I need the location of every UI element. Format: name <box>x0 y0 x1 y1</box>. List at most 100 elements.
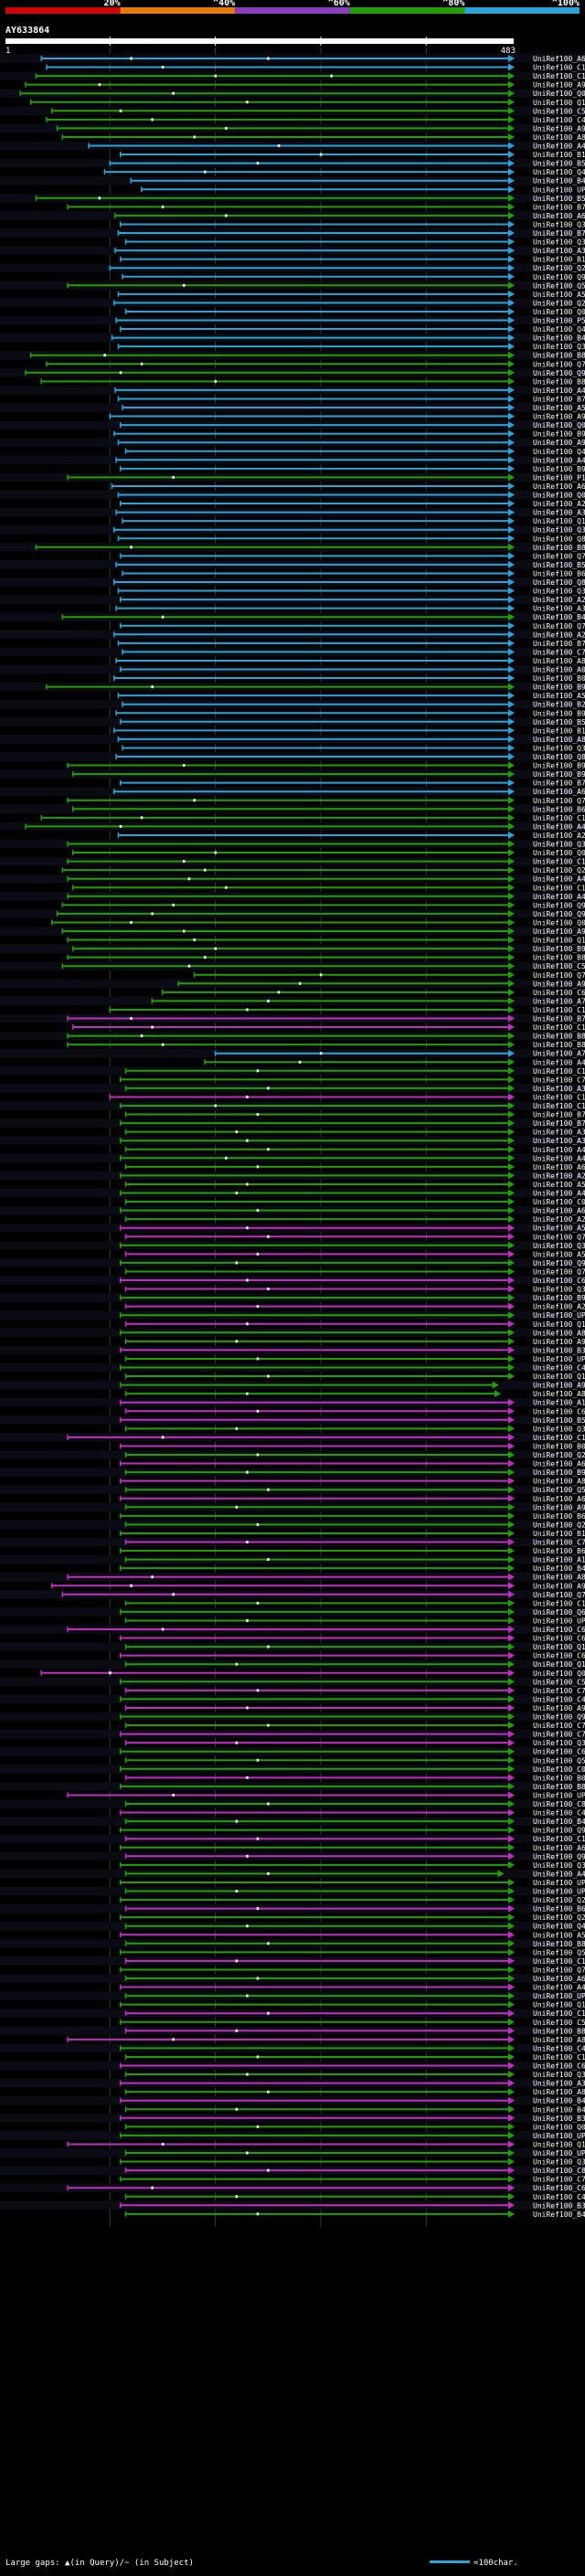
hit-label[interactable]: UniRef100_A9SJK8 <box>533 124 585 133</box>
hit-row[interactable]: UniRef100_P54224 <box>0 315 585 325</box>
hit-label[interactable]: UniRef100_Q7A6R5 <box>533 1233 585 1241</box>
hit-label[interactable]: UniRef100_B3EAR0 <box>533 1346 585 1354</box>
hit-row[interactable]: UniRef100_Q2NVP8 <box>0 1520 585 1530</box>
hit-label[interactable]: UniRef100_Q4C5U6 <box>533 325 585 334</box>
hit-label[interactable]: UniRef100_B9YTU2 <box>533 430 585 439</box>
hit-row[interactable]: UniRef100_A9K6C4 <box>124 1337 585 1346</box>
hit-row[interactable]: UniRef100_C1A769 <box>0 1956 585 1966</box>
hit-label[interactable]: UniRef100_B4M554 <box>533 1564 585 1573</box>
hit-label[interactable]: UniRef100_Q3FUE6 <box>533 1739 585 1747</box>
hit-row[interactable]: UniRef100_A4CHM1 <box>124 1145 585 1154</box>
hit-label[interactable]: UniRef100_A2U0Y5 <box>533 1171 585 1180</box>
hit-row[interactable]: UniRef100_Q66667 <box>0 1607 585 1617</box>
hit-label[interactable]: UniRef100_A6JC21 <box>533 55 585 63</box>
hit-label[interactable]: UniRef100_A9SST2 <box>533 81 585 90</box>
hit-label[interactable]: UniRef100_Q4UGF6 <box>533 1923 585 1931</box>
hit-row[interactable]: UniRef100_B4JVN3 <box>124 2105 585 2114</box>
hit-row[interactable]: UniRef100_B8HAH7 <box>67 1041 585 1049</box>
hit-label[interactable]: UniRef100_A5GDW7 <box>533 1224 585 1233</box>
hit-label[interactable]: UniRef100_C4TNN7 <box>533 1695 585 1703</box>
hit-label[interactable]: UniRef100_C4WKH7 <box>533 2044 585 2052</box>
hit-label[interactable]: UniRef100_C5GPY7 <box>533 1678 585 1686</box>
hit-row[interactable]: UniRef100_A9FZW7 <box>124 1703 585 1712</box>
hit-row[interactable]: UniRef100_C4Z1E8 <box>46 115 585 124</box>
hit-label[interactable]: UniRef100_C1FVJ0 <box>533 1093 585 1101</box>
hit-row[interactable]: UniRef100_Q7VBL3 <box>119 552 585 560</box>
hit-row[interactable]: UniRef100_UPI000... <box>0 2148 585 2157</box>
hit-row[interactable]: UniRef100_B7W6D6 <box>124 1110 585 1119</box>
hit-row[interactable]: UniRef100_C1DUJ2 <box>124 1599 585 1607</box>
hit-label[interactable]: UniRef100_A8G3U9 <box>533 736 585 744</box>
hit-label[interactable]: UniRef100_Q0OTS1 <box>533 849 585 857</box>
hit-row[interactable]: UniRef100_A9GSS3 <box>109 412 585 421</box>
hit-row[interactable]: UniRef100_Q7V884 <box>119 621 585 631</box>
hit-row[interactable]: UniRef100_Q3MHR9 <box>124 2071 585 2079</box>
hit-label[interactable]: UniRef100_P54224 <box>533 317 585 325</box>
hit-row[interactable]: UniRef100_A4SB75 <box>204 1058 585 1066</box>
hit-label[interactable]: UniRef100_C7Q1S4 <box>533 2176 585 2184</box>
hit-label[interactable]: UniRef100_B9MTT4 <box>533 1294 585 1302</box>
hit-row[interactable]: UniRef100_A3PBV7 <box>115 604 585 613</box>
hit-row[interactable]: UniRef100_UPI000... <box>0 1991 585 2000</box>
hit-row[interactable]: UniRef100_C1FE53 <box>46 63 585 72</box>
hit-label[interactable]: UniRef100_C7QVG7 <box>533 648 585 656</box>
hit-label[interactable]: UniRef100_C7N4Y2 <box>533 1076 585 1084</box>
hit-label[interactable]: UniRef100_Q95PX2 <box>533 1259 585 1267</box>
hit-row[interactable]: UniRef100_Q7VZ40 <box>67 796 585 805</box>
hit-label[interactable]: UniRef100_C1VGT2 <box>533 2009 585 2018</box>
hit-label[interactable]: UniRef100_Q2J886 <box>533 299 585 307</box>
hit-label[interactable]: UniRef100_A9U435 <box>533 1382 585 1390</box>
hit-label[interactable]: UniRef100_UPI000... <box>533 2149 585 2157</box>
hit-row[interactable]: UniRef100_B5WAC8 <box>0 717 585 726</box>
hit-row[interactable]: UniRef100_A5P2W8 <box>124 1180 585 1189</box>
hit-label[interactable]: UniRef100_C7PK26 <box>533 1539 585 1547</box>
hit-row[interactable]: UniRef100_A4CXF0 <box>0 386 585 395</box>
hit-row[interactable]: UniRef100_C6BRS5 <box>119 1651 585 1660</box>
hit-row[interactable]: UniRef100_B5IL27 <box>0 560 585 569</box>
hit-row[interactable]: UniRef100_Q4UGF6 <box>0 1921 585 1931</box>
hit-row[interactable]: UniRef100_A6CDP2 <box>119 1843 585 1852</box>
hit-label[interactable]: UniRef100_UPI000... <box>533 186 585 194</box>
hit-row[interactable]: UniRef100_A8UN79 <box>124 1390 585 1398</box>
hit-row[interactable]: UniRef100_A3Z561 <box>0 507 585 517</box>
hit-row[interactable]: UniRef100_B6C229 <box>119 1511 585 1521</box>
hit-label[interactable]: UniRef100_Q1V9P5 <box>533 1320 585 1329</box>
hit-row[interactable]: UniRef100_C1FES2 <box>40 813 585 822</box>
hit-label[interactable]: UniRef100_C6QLY1 <box>533 2184 585 2192</box>
hit-row[interactable]: UniRef100_Q2RY55 <box>119 1913 585 1922</box>
hit-row[interactable]: UniRef100_UPI000... <box>67 1791 585 1799</box>
hit-label[interactable]: UniRef100_Q3JSP2 <box>533 1242 585 1250</box>
hit-row[interactable]: UniRef100_A4RYH0 <box>0 892 585 901</box>
hit-row[interactable]: UniRef100_Q114U6 <box>122 517 585 525</box>
hit-label[interactable]: UniRef100_C6BRS5 <box>533 1652 585 1660</box>
hit-row[interactable]: UniRef100_C0YUZ9 <box>124 1198 585 1206</box>
hit-label[interactable]: UniRef100_A3Z561 <box>533 509 585 517</box>
hit-row[interactable]: UniRef100_UPI000... <box>141 186 585 194</box>
hit-label[interactable]: UniRef100_A2TR70 <box>533 1215 585 1224</box>
hit-label[interactable]: UniRef100_A9BAY8 <box>533 439 585 447</box>
hit-label[interactable]: UniRef100_C7M4N6 <box>533 1687 585 1695</box>
hit-row[interactable]: UniRef100_C1E7J5 <box>72 1023 585 1032</box>
hit-row[interactable]: UniRef100_C1IML1 <box>0 1066 585 1076</box>
hit-label[interactable]: UniRef100_Q3WEY7 <box>533 220 585 228</box>
hit-label[interactable]: UniRef100_B4KTW4 <box>533 1818 585 1826</box>
hit-row[interactable]: UniRef100_C4CTN9 <box>119 1808 585 1818</box>
hit-row[interactable]: UniRef100_C1MGR1 <box>0 71 585 80</box>
hit-row[interactable]: UniRef100_Q9KCB0 <box>0 368 585 377</box>
hit-label[interactable]: UniRef100_A2C141 <box>533 500 585 508</box>
hit-label[interactable]: UniRef100_A4J2S5 <box>533 456 585 464</box>
hit-row[interactable]: UniRef100_Q2SGL1 <box>0 1450 585 1459</box>
hit-row[interactable]: UniRef100_C6MUN0 <box>119 1634 585 1643</box>
hit-row[interactable]: UniRef100_P16884 <box>0 472 585 482</box>
hit-row[interactable]: UniRef100_A1HLN0 <box>0 1397 585 1407</box>
hit-row[interactable]: UniRef100_A3U3E6 <box>0 1084 585 1093</box>
hit-row[interactable]: UniRef100_A5GS94 <box>0 403 585 412</box>
hit-label[interactable]: UniRef100_B9F8D3 <box>533 945 585 953</box>
hit-row[interactable]: UniRef100_A2BQ64 <box>0 595 585 604</box>
hit-label[interactable]: UniRef100_C6MUN0 <box>533 1635 585 1643</box>
hit-label[interactable]: UniRef100_C5X0S2 <box>533 107 585 115</box>
hit-row[interactable]: UniRef100_B1YKJ7 <box>119 1529 585 1538</box>
hit-row[interactable]: UniRef100_Q3WEY7 <box>119 220 585 228</box>
hit-row[interactable]: UniRef100_Q9U5D3 <box>61 901 585 909</box>
hit-row[interactable]: UniRef100_B7TK59 <box>117 395 585 403</box>
